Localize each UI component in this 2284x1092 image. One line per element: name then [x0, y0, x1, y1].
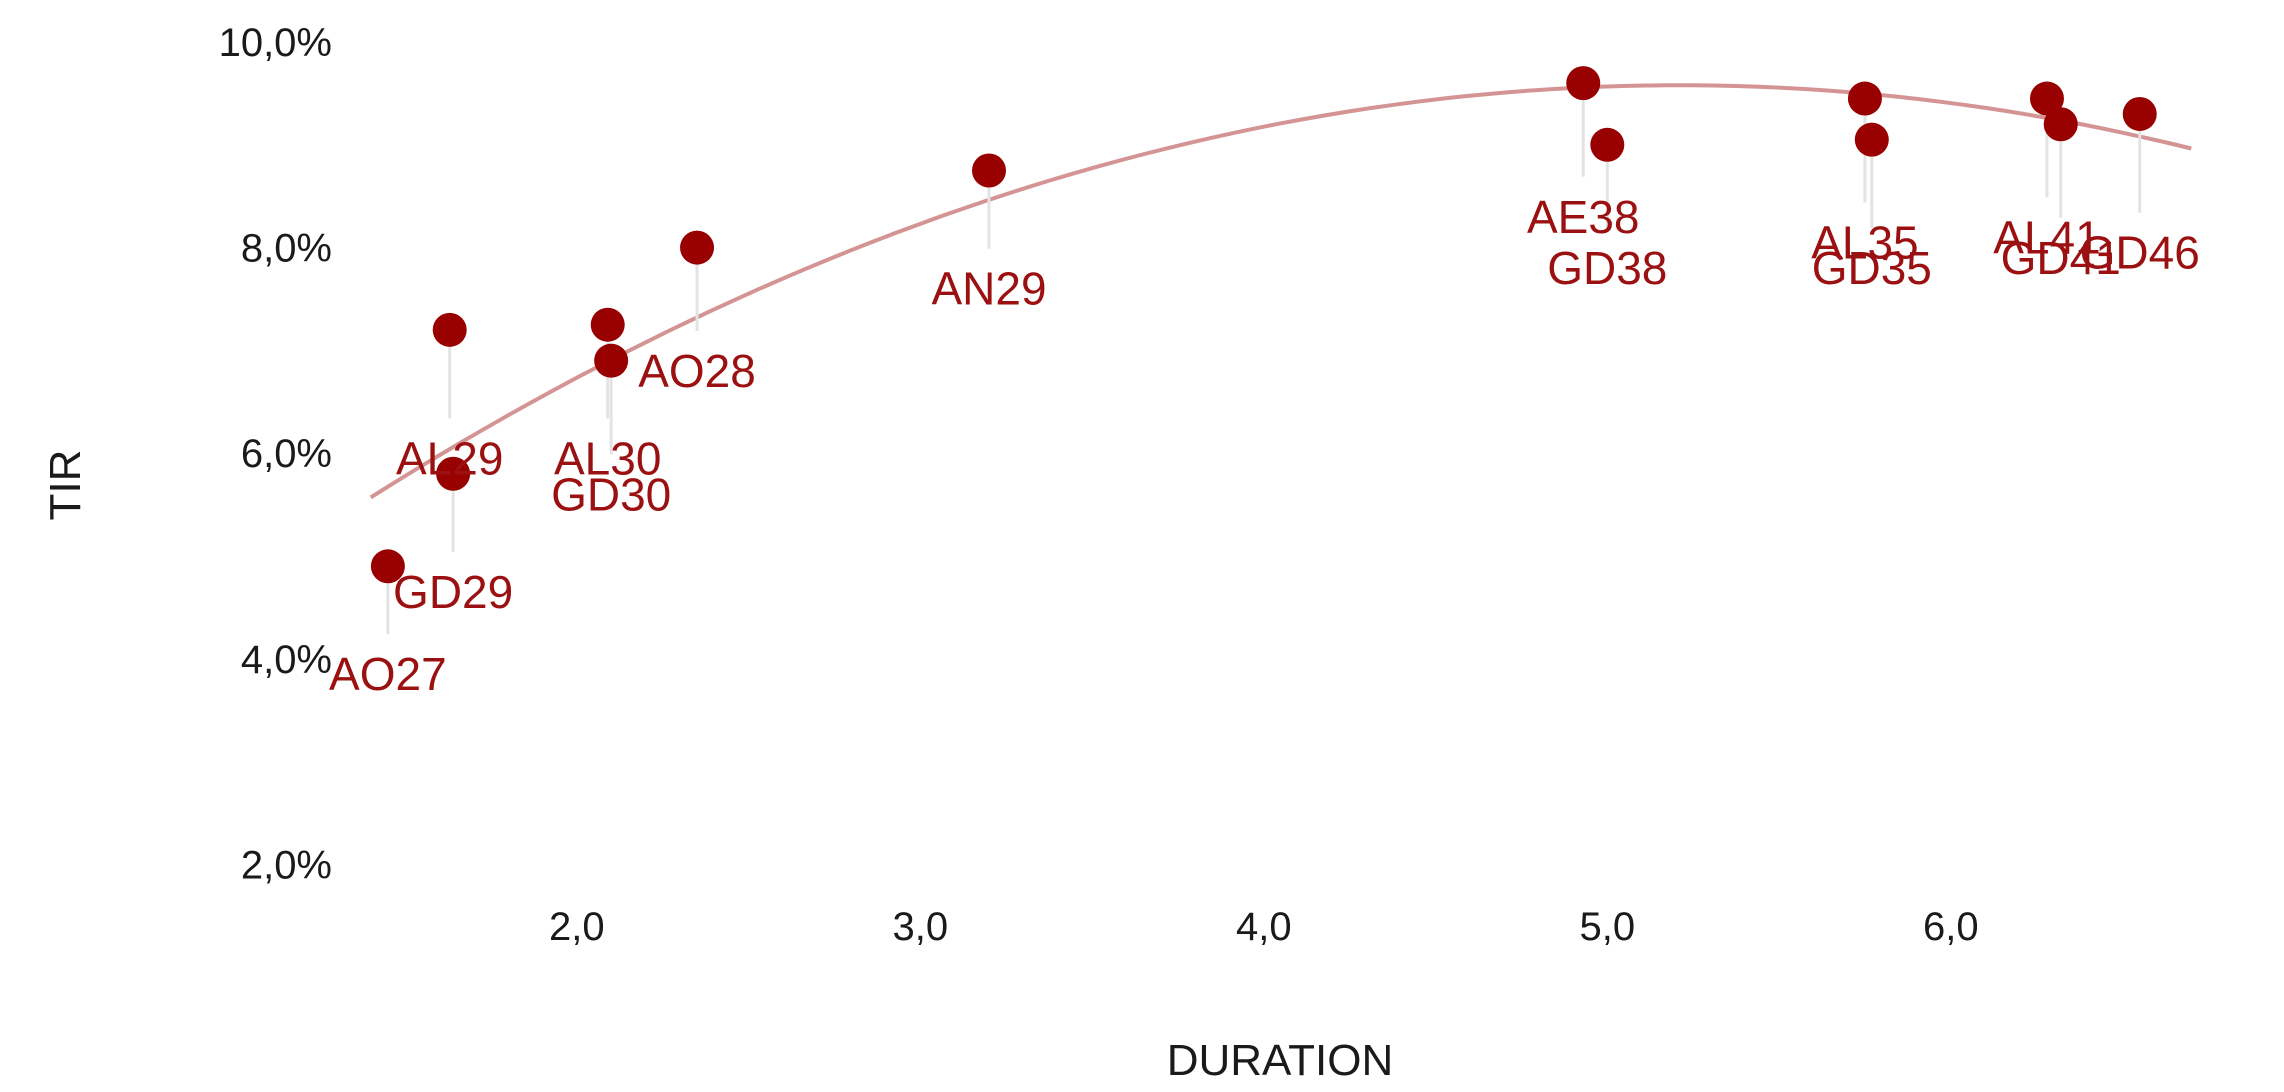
data-point [370, 549, 405, 584]
x-tick-label: 6,0 [1923, 905, 1979, 949]
data-point [2029, 81, 2064, 116]
y-tick-label: 6,0% [241, 432, 332, 476]
data-point [1847, 81, 1882, 116]
x-tick-label: 4,0 [1236, 905, 1292, 949]
x-axis-label: DURATION [1167, 1036, 1394, 1085]
point-label: GD46 [2080, 227, 2200, 279]
y-tick-label: 2,0% [241, 843, 332, 887]
x-tick-label: 2,0 [549, 905, 605, 949]
point-label: GD30 [551, 468, 671, 520]
data-point [1854, 122, 1889, 157]
data-point [436, 456, 471, 491]
x-tick-label: 5,0 [1579, 905, 1635, 949]
trend-line [369, 83, 2192, 500]
point-label: AO28 [638, 345, 756, 397]
data-point [432, 312, 467, 347]
point-label: GD29 [393, 566, 513, 618]
x-tick-label: 3,0 [892, 905, 948, 949]
point-label: GD38 [1547, 242, 1667, 294]
point-label: GD35 [1812, 242, 1932, 294]
data-point [594, 343, 629, 378]
point-label: AE38 [1527, 191, 1640, 243]
data-point [590, 307, 625, 342]
point-label: AL41 [1993, 211, 2100, 263]
y-axis-ticks: 2,0% 4,0% 6,0% 8,0% 10,0% [219, 21, 332, 887]
y-axis-label: TIR [41, 450, 90, 521]
point-label: AN29 [931, 263, 1046, 315]
y-tick-label: 8,0% [241, 227, 332, 271]
y-tick-label: 10,0% [219, 21, 332, 65]
data-point [2122, 96, 2157, 131]
data-point [1590, 127, 1625, 162]
point-label: AL29 [396, 432, 503, 484]
data-point [680, 230, 715, 265]
data-point [972, 153, 1006, 188]
data-points [370, 66, 2157, 584]
x-axis-ticks: 2,0 3,0 4,0 5,0 6,0 [549, 905, 1979, 949]
point-label: AL30 [554, 432, 661, 484]
point-label: AO27 [329, 648, 447, 700]
y-tick-label: 4,0% [241, 638, 332, 682]
point-label: GD41 [2001, 232, 2121, 284]
data-point [1566, 66, 1601, 101]
point-label: AL35 [1811, 216, 1918, 268]
data-point [2043, 107, 2078, 142]
